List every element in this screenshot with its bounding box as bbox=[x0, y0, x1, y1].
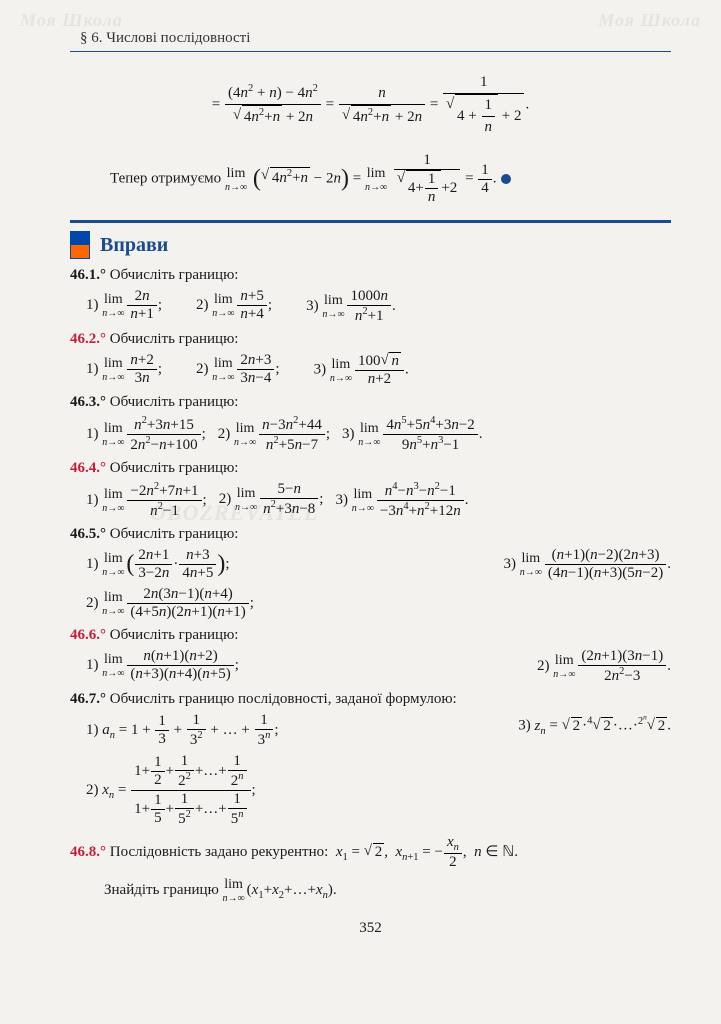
item: 1) an = 1 + 13 + 132 + … + 13n; bbox=[86, 712, 278, 749]
section-title: Вправи bbox=[100, 234, 168, 257]
exercise-number: 46.1.° bbox=[70, 267, 106, 283]
item: 3) limn→∞100nn+2. bbox=[314, 352, 409, 388]
exercise-items: 1) limn→∞(2n+13−2n·n+34n+5); 3) limn→∞(n… bbox=[86, 547, 671, 582]
item: 3) limn→∞n4−n3−n2−1−3n4+n2+12n. bbox=[335, 481, 468, 520]
exercise-items: 1) limn→∞−2n2+7n+1n2−1; 2) limn→∞5−nn2+3… bbox=[86, 481, 671, 520]
item: 1) limn→∞n2+3n+152n2−n+100; bbox=[86, 415, 206, 454]
exercise-items: 1) limn→∞n2+3n+152n2−n+100; 2) limn→∞n−3… bbox=[86, 415, 671, 454]
exercise-items: 1) an = 1 + 13 + 132 + … + 13n; 3) zn = … bbox=[86, 712, 671, 749]
watermark: Моя Школа bbox=[598, 10, 701, 31]
exercise-number: 46.3.° bbox=[70, 394, 106, 410]
item: 1) limn→∞2nn+1; bbox=[86, 288, 162, 325]
exercise: 46.1.° Обчисліть границю: bbox=[70, 267, 671, 284]
exercise-number: 46.6.° bbox=[70, 627, 106, 643]
item: 3) limn→∞4n5+5n4+3n−29n5+n3−1. bbox=[342, 415, 483, 454]
item: 1) limn→∞n(n+1)(n+2)(n+3)(n+4)(n+5); bbox=[86, 648, 239, 685]
exercise-items: 1) limn→∞n+23n; 2) limn→∞2n+33n−4; 3) li… bbox=[86, 352, 671, 388]
exercise: 46.4.° Обчисліть границю: bbox=[70, 460, 671, 477]
exercise: 46.7.° Обчисліть границю послідовності, … bbox=[70, 691, 671, 708]
exercise-prompt: Обчисліть границю: bbox=[110, 526, 239, 542]
item: 1) limn→∞−2n2+7n+1n2−1; bbox=[86, 481, 207, 520]
exercise: 46.6.° Обчисліть границю: bbox=[70, 627, 671, 644]
watermark: Моя Школа bbox=[20, 10, 123, 31]
item: 2) xn = 1+12+122+…+12n 1+15+152+…+15n ; bbox=[86, 753, 256, 828]
exercise-prompt: Обчисліть границю послідовності, заданої… bbox=[110, 691, 457, 707]
exercise: 46.3.° Обчисліть границю: bbox=[70, 394, 671, 411]
exercise: 46.2.° Обчисліть границю: bbox=[70, 331, 671, 348]
exercise-prompt: Обчисліть границю: bbox=[110, 267, 239, 283]
exercise-prompt: Обчисліть границю: bbox=[110, 394, 239, 410]
conclusion-text: Тепер отримуємо limn→∞ (4n2+n − 2n) = li… bbox=[110, 152, 671, 206]
end-marker bbox=[501, 174, 511, 184]
exercise: 46.8.° Послідовність задано рекурентно: … bbox=[70, 834, 671, 871]
item: 1) limn→∞(2n+13−2n·n+34n+5); bbox=[86, 547, 230, 582]
section-rule bbox=[70, 220, 671, 223]
conclusion-prefix: Тепер отримуємо bbox=[110, 170, 221, 186]
header-rule bbox=[70, 51, 671, 52]
item: 2) limn→∞5−nn2+3n−8; bbox=[219, 481, 324, 520]
exercise-prompt: Обчисліть границю: bbox=[110, 460, 239, 476]
item: 2) limn→∞2n(3n−1)(n+4)(4+5n)(2n+1)(n+1); bbox=[86, 586, 254, 621]
exercise-items: 1) limn→∞n(n+1)(n+2)(n+3)(n+4)(n+5); 2) … bbox=[86, 648, 671, 685]
item: 1) limn→∞n+23n; bbox=[86, 352, 162, 388]
item: 2) limn→∞2n+33n−4; bbox=[196, 352, 280, 388]
item: 3) limn→∞(n+1)(n−2)(2n+3)(4n−1)(n+3)(5n−… bbox=[503, 547, 671, 582]
section-flag-icon bbox=[70, 231, 90, 259]
exercise-items: 1) limn→∞2nn+1; 2) limn→∞n+5n+4; 3) limn… bbox=[86, 288, 671, 325]
item: 2) limn→∞(2n+1)(3n−1)2n2−3. bbox=[537, 648, 671, 685]
section-header: Вправи bbox=[70, 231, 671, 259]
exercise-line2: Знайдіть границю limn→∞(x1+x2+…+xn). bbox=[104, 877, 671, 904]
textbook-page: Моя Школа Моя Школа OBOZREVATEL § 6. Чис… bbox=[0, 0, 721, 957]
item: 2) limn→∞n−3n2+44n2+5n−7; bbox=[218, 415, 330, 454]
exercise: 46.5.° Обчисліть границю: bbox=[70, 526, 671, 543]
chapter-header: § 6. Числові послідовності bbox=[70, 30, 671, 47]
exercise-prompt: Послідовність задано рекурентно: bbox=[110, 844, 329, 860]
exercise-number: 46.8.° bbox=[70, 844, 106, 860]
exercise-number: 46.7.° bbox=[70, 691, 106, 707]
item: 2) limn→∞n+5n+4; bbox=[196, 288, 272, 325]
exercise-items: 2) limn→∞2n(3n−1)(n+4)(4+5n)(2n+1)(n+1); bbox=[86, 586, 671, 621]
exercise-number: 46.4.° bbox=[70, 460, 106, 476]
item: 3) limn→∞1000nn2+1. bbox=[306, 288, 396, 325]
item: 3) zn = 2·42·…·2n2. bbox=[518, 712, 671, 749]
derivation-equation: = (4n2 + n) − 4n24n2+n + 2n = n4n2+n + 2… bbox=[70, 72, 671, 138]
exercise-prompt: Обчисліть границю: bbox=[110, 627, 239, 643]
exercise-prompt: Обчисліть границю: bbox=[110, 331, 239, 347]
page-number: 352 bbox=[70, 920, 671, 937]
exercise-number: 46.2.° bbox=[70, 331, 106, 347]
exercise-items: 2) xn = 1+12+122+…+12n 1+15+152+…+15n ; bbox=[86, 753, 671, 828]
exercise-number: 46.5.° bbox=[70, 526, 106, 542]
